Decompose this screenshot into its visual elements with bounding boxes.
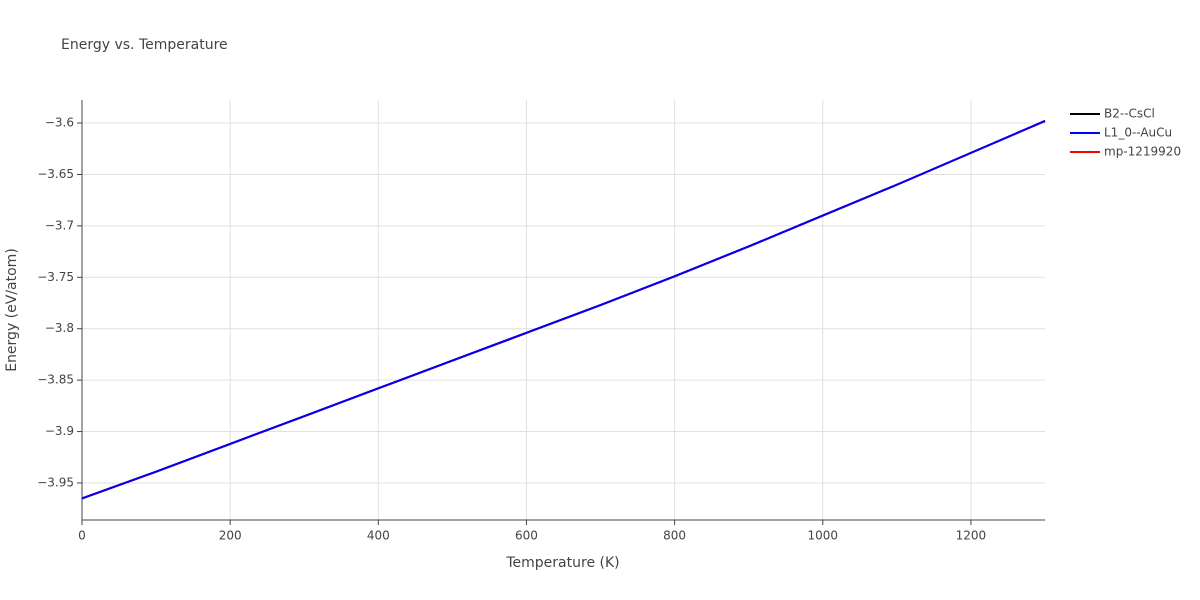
x-tick-label: 800 — [663, 529, 686, 543]
y-tick-label: −3.95 — [37, 475, 74, 489]
x-tick-label: 0 — [78, 529, 86, 543]
series-line — [81, 120, 1046, 500]
x-tick-label: 600 — [515, 529, 538, 543]
y-tick-label: −3.75 — [37, 270, 74, 284]
y-tick-label: −3.8 — [45, 321, 74, 335]
legend-label: B2--CsCl — [1104, 107, 1155, 121]
x-tick-label: 1000 — [807, 529, 838, 543]
series-line — [81, 120, 1046, 500]
series-line — [81, 120, 1046, 500]
x-axis-title: Temperature (K) — [505, 555, 619, 571]
y-tick-label: −3.65 — [37, 167, 74, 181]
y-tick-label: −3.85 — [37, 373, 74, 387]
x-tick-label: 1200 — [956, 529, 987, 543]
legend-label: L1_0--AuCu — [1104, 126, 1172, 140]
y-tick-label: −3.6 — [45, 116, 74, 130]
legend-label: mp-1219920 — [1104, 145, 1181, 159]
y-axis-title: Energy (eV/atom) — [4, 248, 20, 372]
x-tick-label: 400 — [367, 529, 390, 543]
y-tick-label: −3.9 — [45, 424, 74, 438]
x-tick-label: 200 — [219, 529, 242, 543]
chart-title: Energy vs. Temperature — [61, 37, 228, 53]
y-tick-label: −3.7 — [45, 218, 74, 232]
